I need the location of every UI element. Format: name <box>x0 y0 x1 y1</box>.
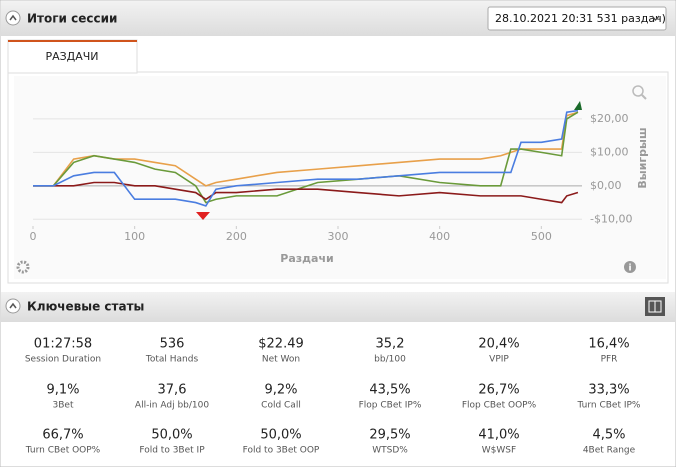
x-tick-label: 300 <box>328 230 349 243</box>
stat-label: Total Hands <box>145 355 199 365</box>
tab-indicator <box>8 40 137 42</box>
session-dropdown[interactable] <box>487 6 667 31</box>
stat-label: W$WSF <box>482 446 516 456</box>
stat-value: 4,5% <box>592 428 625 443</box>
series-line <box>33 181 579 204</box>
tab-label: РАЗДАЧИ <box>45 50 98 63</box>
stat-label: PFR <box>601 355 618 365</box>
stat-value: 41,0% <box>478 428 519 443</box>
stats-grid: 01:27:58 Session Duration 536 Total Hands $2… <box>25 337 641 456</box>
settings-icon[interactable] <box>16 260 30 274</box>
stat-label: WTSD% <box>372 446 408 456</box>
y-axis-label: Выигрыш <box>636 127 649 188</box>
chevron <box>9 14 17 21</box>
stat-value: 536 <box>160 337 185 352</box>
stat-label: bb/100 <box>374 355 406 365</box>
stat-value: 35,2 <box>376 337 405 352</box>
stat-value: 16,4% <box>588 337 629 352</box>
x-tick-label: 100 <box>124 230 145 243</box>
stat-value: 37,6 <box>158 383 187 398</box>
zoom-icon[interactable] <box>632 85 644 97</box>
y-tick-label: $20,00 <box>590 112 629 125</box>
stat-label: VPIP <box>489 355 509 365</box>
stat-value: 66,7% <box>42 428 83 443</box>
stat-label: Turn CBet OOP% <box>25 446 101 456</box>
plot-background <box>14 76 666 279</box>
stat-label: Turn CBet IP% <box>577 401 641 411</box>
stat-label: Net Won <box>262 355 300 365</box>
stat-label: Flop CBet IP% <box>359 401 422 411</box>
zoom-handle <box>641 94 647 100</box>
stat-value: 33,3% <box>588 383 629 398</box>
stat-value: 26,7% <box>478 383 519 398</box>
series-line <box>33 111 579 204</box>
stat-label: Cold Call <box>261 401 301 411</box>
x-axis-label: Раздачи <box>280 252 333 265</box>
collapse-button[interactable] <box>5 298 21 314</box>
info-glyph: i <box>628 264 631 274</box>
stat-value: 43,5% <box>369 383 410 398</box>
stat-label: Fold to 3Bet OOP <box>243 446 320 456</box>
x-tick-label: 200 <box>226 230 247 243</box>
stats-title: Ключевые статы <box>27 300 144 314</box>
stat-value: 01:27:58 <box>34 337 92 352</box>
x-tick-label: 500 <box>531 230 552 243</box>
stat-label: 3Bet <box>53 401 74 411</box>
stat-label: 4Bet Range <box>583 446 636 456</box>
chart: $20,00 $10,00 $0,00 -$10,00 0 100 200 300 400 500… <box>30 101 649 265</box>
header-title: Итоги сессии <box>27 12 117 26</box>
stats-header <box>1 292 675 322</box>
y-tick-label: -$10,00 <box>590 212 632 225</box>
stat-value: $22.49 <box>258 337 304 352</box>
stat-value: 9,2% <box>264 383 297 398</box>
stat-label: Session Duration <box>25 355 101 365</box>
collapse-button[interactable] <box>5 10 21 26</box>
stat-value: 50,0% <box>151 428 192 443</box>
stat-value: 50,0% <box>260 428 301 443</box>
max-marker <box>574 101 582 110</box>
stat-value: 20,4% <box>478 337 519 352</box>
y-tick-label: $0,00 <box>590 179 622 192</box>
stat-value: 29,5% <box>369 428 410 443</box>
stat-label: Flop CBet OOP% <box>462 401 537 411</box>
stat-label: All-in Adj bb/100 <box>135 401 209 411</box>
x-tick-label: 0 <box>30 230 37 243</box>
dropdown-arrow <box>651 15 660 21</box>
x-tick-label: 400 <box>429 230 450 243</box>
tab[interactable] <box>7 39 138 74</box>
y-tick-label: $10,00 <box>590 145 629 158</box>
series-line <box>33 109 579 207</box>
session-text: 28.10.2021 20:31 531 раздач) <box>495 12 666 25</box>
info-icon[interactable] <box>624 261 636 273</box>
chevron <box>9 302 17 309</box>
min-marker <box>196 212 210 220</box>
stat-value: 9,1% <box>46 383 79 398</box>
stat-label: Fold to 3Bet IP <box>139 446 205 456</box>
